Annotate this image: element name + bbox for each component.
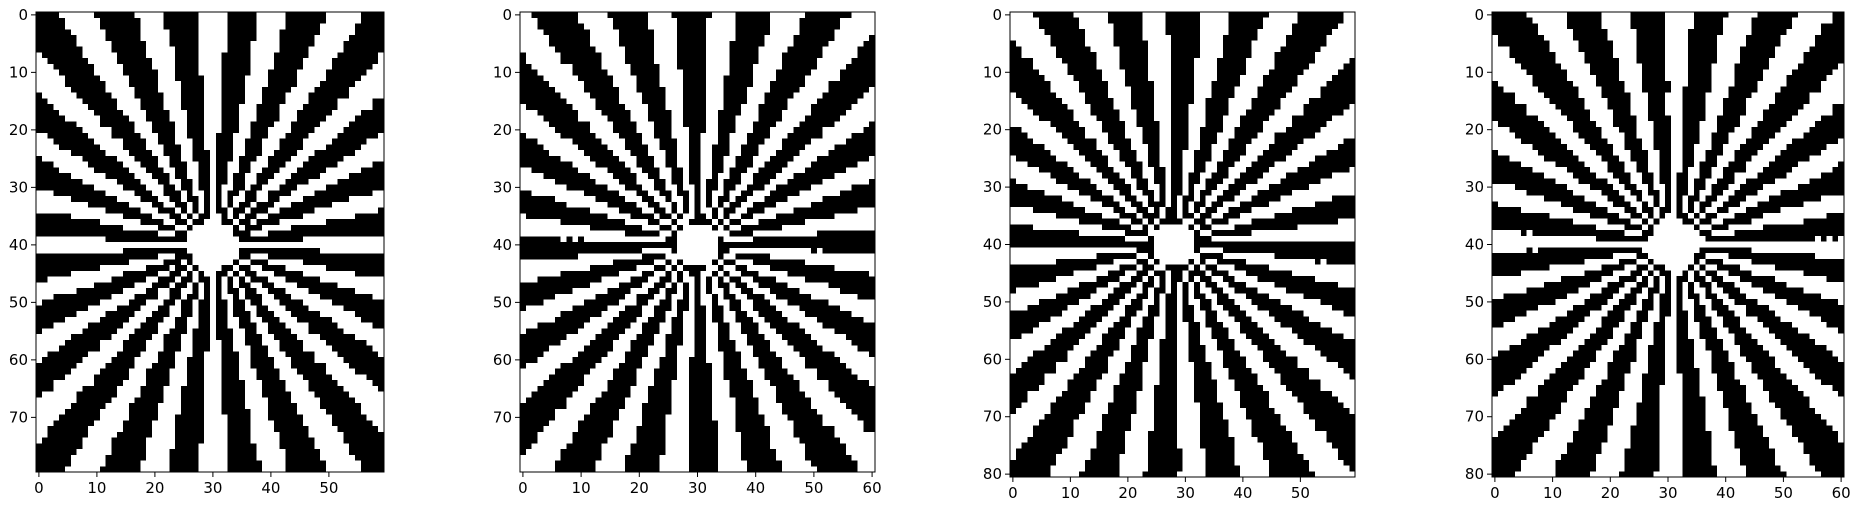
x-tick-label: 20 [145, 479, 164, 497]
y-tick-label: 50 [9, 293, 28, 311]
x-tick-label: 40 [261, 479, 280, 497]
y-tick-label: 40 [1465, 236, 1484, 254]
y-tick-label: 20 [983, 121, 1002, 139]
y-tick-label: 70 [493, 408, 512, 426]
x-tick-label: 20 [1118, 484, 1137, 502]
x-tick-label: 30 [688, 479, 707, 497]
image-panel-4: 0 10 20 30 40 50 60 0 10 20 30 40 50 60 70 80 [1465, 6, 1851, 502]
y-tick-label: 10 [493, 63, 512, 81]
x-tick-label: 50 [804, 479, 823, 497]
x-tick-label: 10 [1543, 484, 1562, 502]
y-tick-label: 10 [983, 63, 1002, 81]
y-tick-label: 20 [9, 121, 28, 139]
x-tick-label: 60 [863, 479, 882, 497]
x-tick-label: 30 [203, 479, 222, 497]
x-tick-label: 50 [1291, 484, 1310, 502]
x-tick-label: 0 [1490, 484, 1500, 502]
y-tick-label: 70 [1465, 408, 1484, 426]
x-tick-label: 0 [1008, 484, 1018, 502]
x-tick-label: 30 [1658, 484, 1677, 502]
x-tick-label: 50 [319, 479, 338, 497]
y-tick-label: 0 [502, 6, 512, 24]
y-tick-label: 60 [1465, 350, 1484, 368]
x-tick-label: 50 [1774, 484, 1793, 502]
heatmap-image [36, 12, 384, 472]
y-tick-label: 60 [983, 350, 1002, 368]
y-tick-label: 20 [493, 121, 512, 139]
y-tick-label: 30 [493, 178, 512, 196]
y-tick-label: 70 [9, 408, 28, 426]
y-tick-label: 0 [18, 6, 28, 24]
y-tick-label: 70 [983, 408, 1002, 426]
x-tick-label: 60 [1832, 484, 1851, 502]
x-tick-label: 40 [746, 479, 765, 497]
y-tick-label: 80 [983, 465, 1002, 483]
image-panel-2: 0 10 20 30 40 50 60 0 10 20 30 40 50 60 70 [493, 6, 882, 497]
axes-frame [35, 11, 385, 473]
image-panel-1: 0 10 20 30 40 50 0 10 20 30 40 50 60 70 [9, 6, 385, 497]
y-tick-label: 40 [493, 236, 512, 254]
heatmap-image [520, 12, 875, 472]
y-tick-label: 50 [493, 293, 512, 311]
heatmap-image [1010, 12, 1355, 477]
x-tick-label: 20 [630, 479, 649, 497]
x-tick-label: 10 [87, 479, 106, 497]
y-tick-label: 60 [9, 351, 28, 369]
y-tick-label: 0 [992, 6, 1002, 24]
y-tick-label: 30 [9, 178, 28, 196]
y-tick-label: 50 [983, 293, 1002, 311]
x-tick-label: 20 [1601, 484, 1620, 502]
y-tick-label: 30 [983, 178, 1002, 196]
y-tick-label: 10 [9, 63, 28, 81]
y-tick-label: 30 [1465, 178, 1484, 196]
y-tick-label: 50 [1465, 293, 1484, 311]
y-tick-label: 20 [1465, 121, 1484, 139]
y-tick-label: 0 [1474, 6, 1484, 24]
y-tick-label: 40 [9, 236, 28, 254]
y-tick-label: 10 [1465, 63, 1484, 81]
x-tick-label: 10 [572, 479, 591, 497]
heatmap-image [1492, 12, 1844, 477]
x-tick-label: 30 [1176, 484, 1195, 502]
x-tick-label: 0 [518, 479, 528, 497]
x-tick-label: 40 [1716, 484, 1735, 502]
y-tick-label: 80 [1465, 465, 1484, 483]
x-tick-label: 0 [34, 479, 44, 497]
image-panel-3: 0 10 20 30 40 50 0 10 20 30 40 50 60 70 80 [983, 6, 1356, 502]
y-tick-label: 40 [983, 236, 1002, 254]
y-tick-label: 60 [493, 351, 512, 369]
x-tick-label: 10 [1061, 484, 1080, 502]
x-tick-label: 40 [1233, 484, 1252, 502]
